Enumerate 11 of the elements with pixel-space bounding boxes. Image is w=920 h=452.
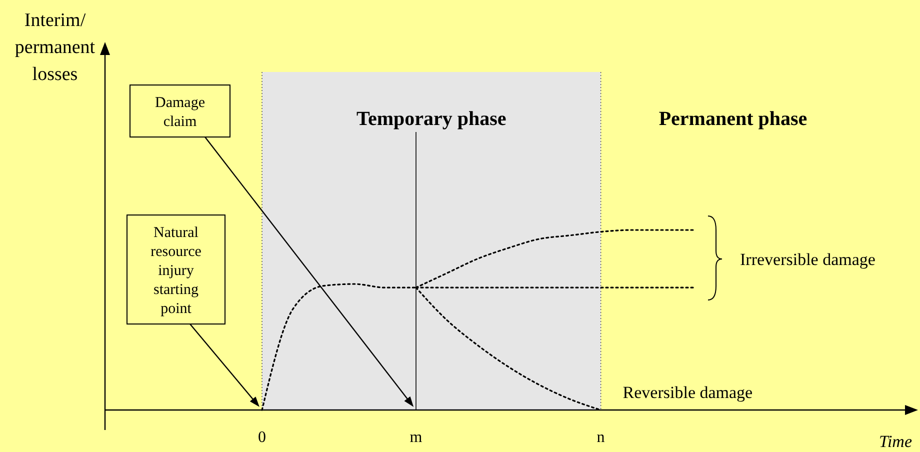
annotation: Reversible damage [622,383,753,402]
text: Interim/ permanent losses [14,10,96,85]
annotation: Irreversible damage [740,250,876,269]
x-axis-title: Time [878,432,912,451]
x-tick-label: m [410,429,423,446]
annotation: Damage claim [155,95,206,130]
band-label: Temporary phase [356,108,506,130]
text: Permanent phase [658,108,808,130]
annotation: Natural resource injury starting point [150,225,202,317]
x-tick-label: n [596,429,605,446]
x-tick-label: 0 [258,429,266,446]
